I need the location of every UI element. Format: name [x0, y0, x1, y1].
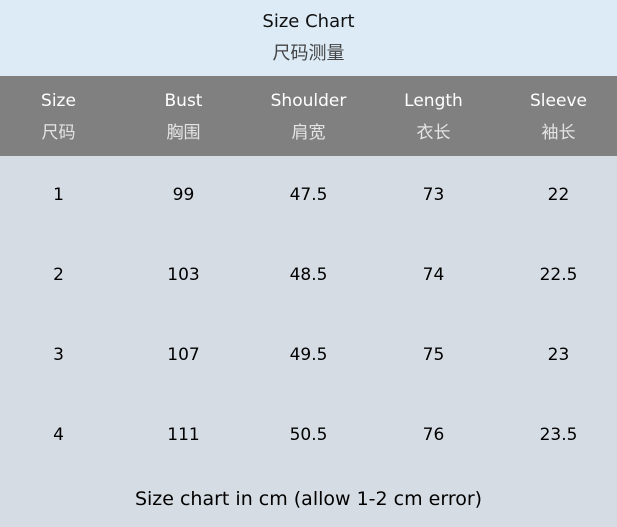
table-cell: 47.5: [289, 185, 328, 205]
table-cell: 75: [422, 345, 445, 365]
table-cell: 22: [547, 185, 570, 205]
footer-note: Size chart in cm (allow 1-2 cm error): [134, 488, 483, 510]
table-cell: 3: [53, 345, 64, 365]
table-cell: 103: [167, 265, 200, 285]
column-header-en: Shoulder: [270, 91, 347, 111]
title-band: Size Chart 尺码测量: [0, 0, 617, 76]
table-cell: 49.5: [289, 345, 328, 365]
table-cell: 76: [422, 425, 445, 445]
column-header-zh: 尺码: [41, 123, 76, 143]
table-cell: 2: [53, 265, 64, 285]
table-cell: 48.5: [289, 265, 328, 285]
column-header-en: Length: [404, 91, 463, 111]
table-cell: 107: [167, 345, 200, 365]
column-header-en: Bust: [164, 91, 203, 111]
table-cell: 73: [422, 185, 445, 205]
column-header-en: Sleeve: [530, 91, 587, 111]
table-cell: 22.5: [539, 265, 578, 285]
column-header-zh: 袖长: [541, 123, 576, 143]
title-chinese: 尺码测量: [272, 43, 345, 64]
table-cell: 50.5: [289, 425, 328, 445]
table-cell: 23: [547, 345, 570, 365]
table-cell: 74: [422, 265, 445, 285]
column-header-en: Size: [41, 91, 76, 111]
column-header-zh: 胸围: [166, 123, 201, 143]
column-header-zh: 肩宽: [291, 123, 326, 143]
column-header-zh: 衣长: [416, 123, 451, 143]
table-cell: 99: [172, 185, 195, 205]
table-cell: 23.5: [539, 425, 578, 445]
title-english: Size Chart: [262, 11, 355, 32]
table-cell: 4: [53, 425, 64, 445]
table-cell: 111: [167, 425, 200, 445]
table-cell: 1: [53, 185, 64, 205]
table-header: Size 尺码 Bust 胸围 Shoulder 肩宽 Length 衣长 Sleeve 袖长: [0, 76, 617, 156]
